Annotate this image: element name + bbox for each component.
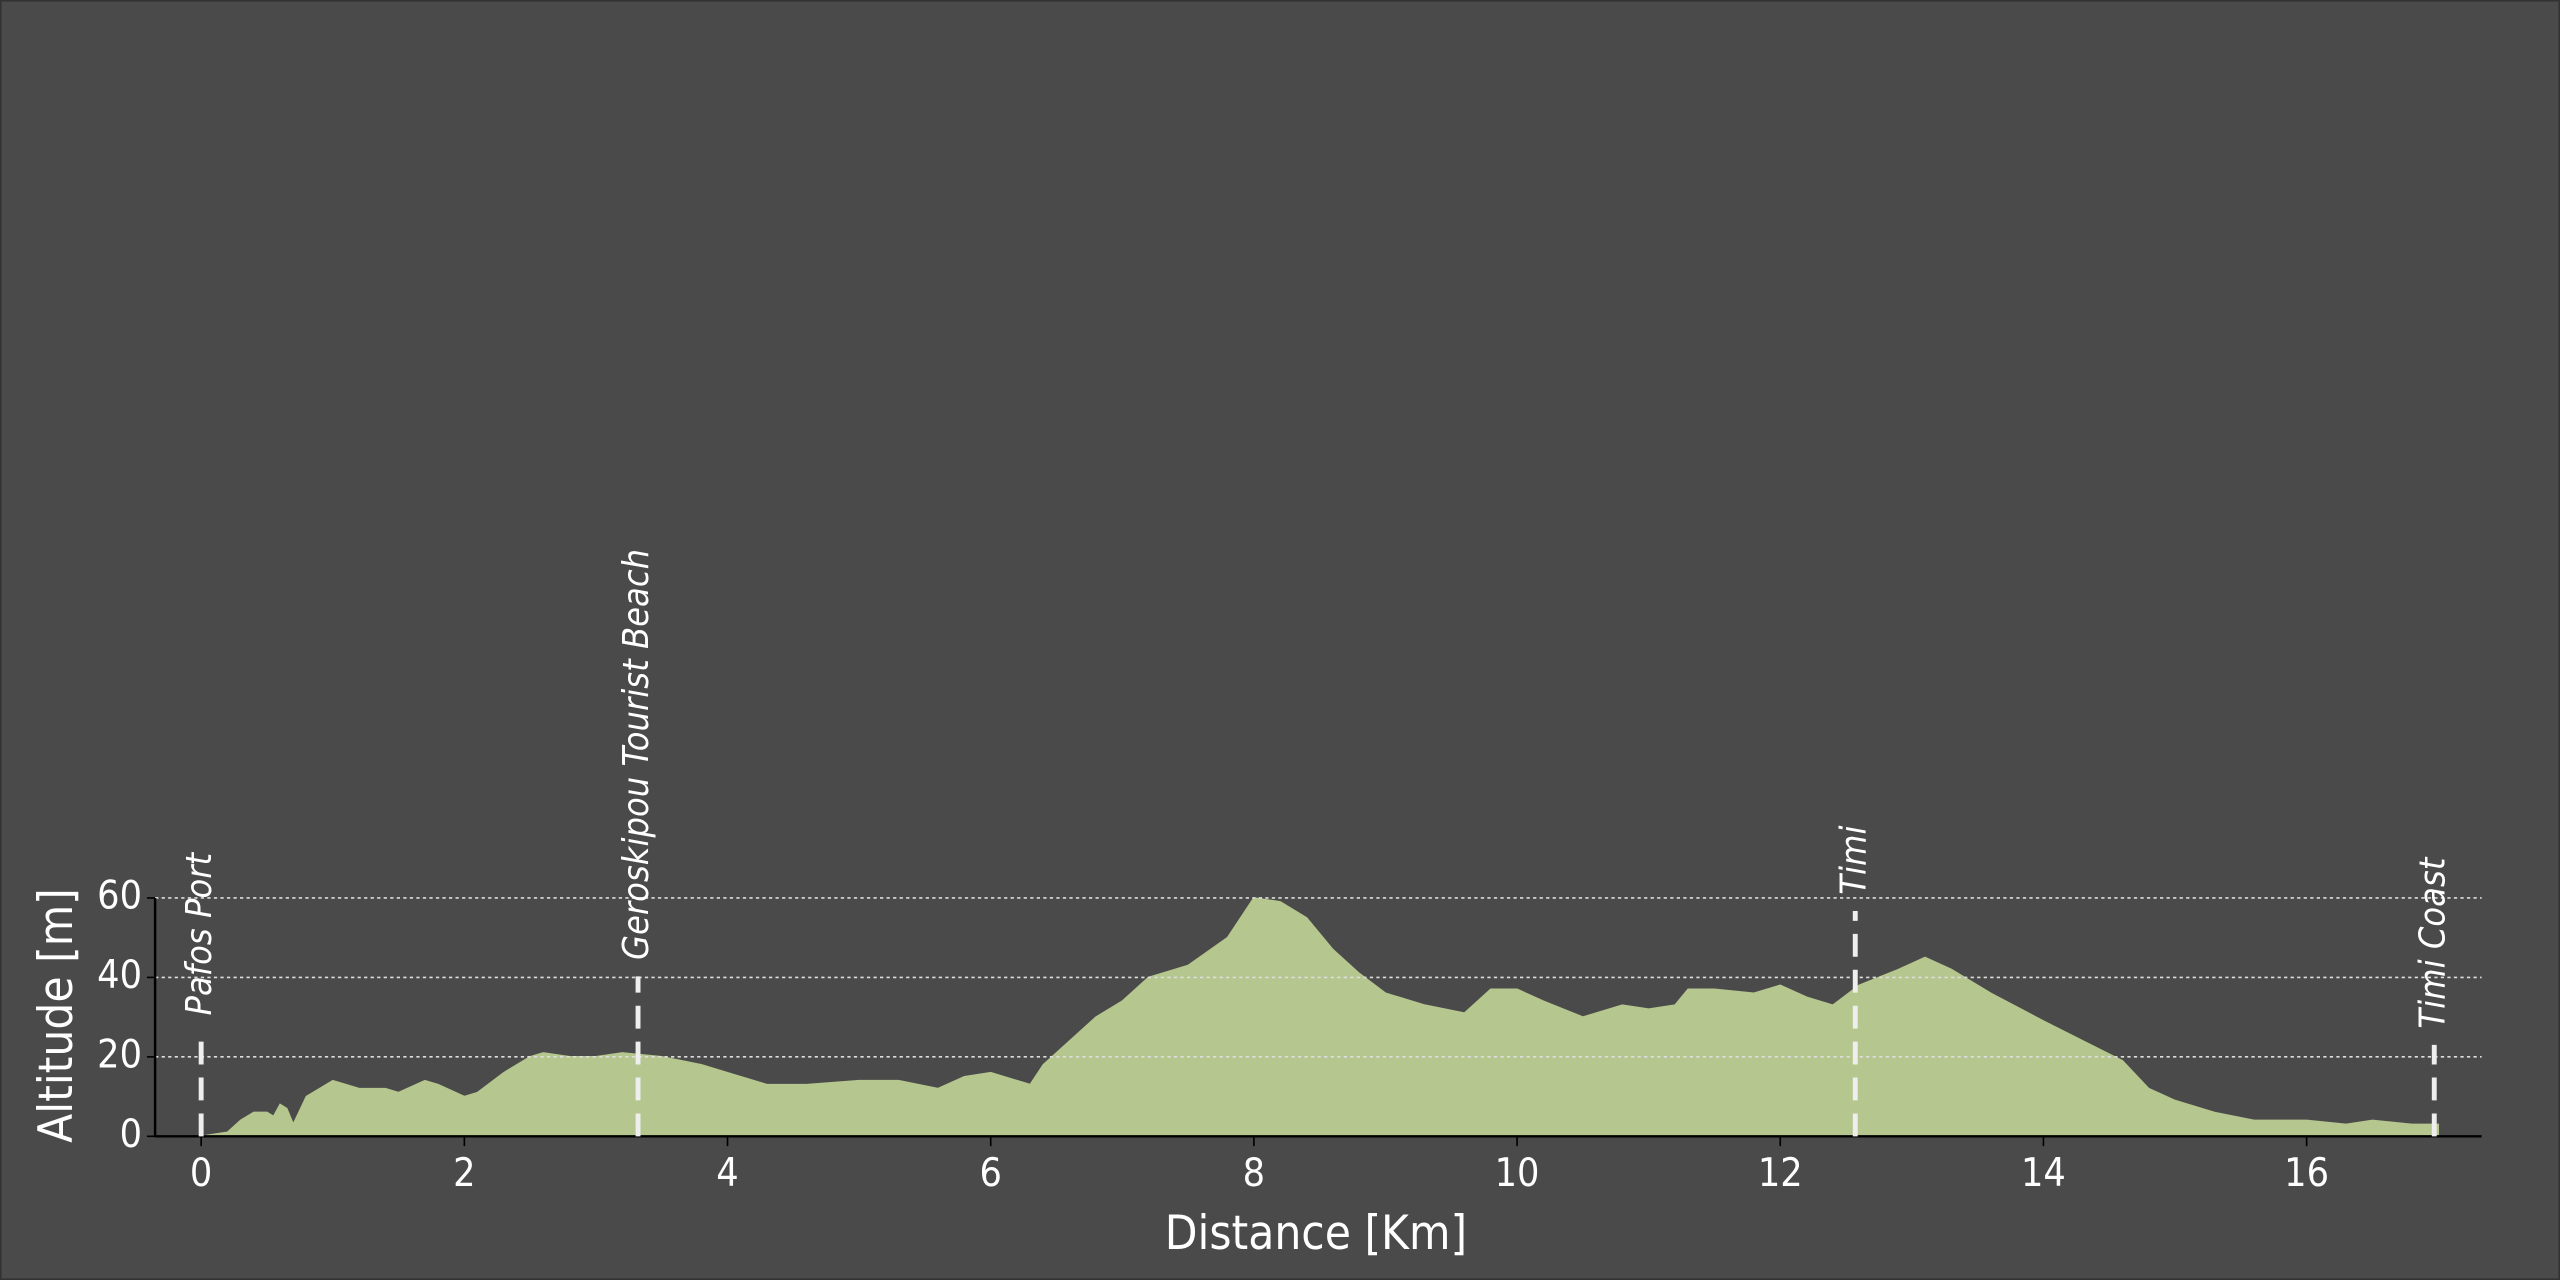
- y-tick-label: 60: [97, 873, 142, 918]
- x-tick-label: 8: [1243, 1151, 1265, 1196]
- x-tick-label: 12: [1758, 1151, 1803, 1196]
- x-tick-label: 16: [2284, 1151, 2329, 1196]
- x-tick-label: 6: [979, 1151, 1001, 1196]
- y-tick-label: 40: [97, 953, 142, 998]
- waypoint-label: Timi: [1833, 826, 1874, 895]
- elevation-area: [201, 897, 2440, 1138]
- x-tick-label: 0: [190, 1151, 212, 1196]
- x-tick-label: 2: [453, 1151, 475, 1196]
- x-tick-label: 10: [1495, 1151, 1540, 1196]
- waypoint-label: Timi Coast: [2412, 856, 2453, 1028]
- y-axis-title: Altitude [m]: [29, 888, 84, 1143]
- x-axis-title: Distance [Km]: [1165, 1206, 1467, 1261]
- y-tick-label: 0: [120, 1112, 142, 1157]
- y-tick-label: 20: [97, 1032, 142, 1077]
- waypoint-label: Geroskipou Tourist Beach: [616, 549, 657, 960]
- x-tick-label: 14: [2021, 1151, 2066, 1196]
- waypoint-label: Pafos Port: [179, 852, 220, 1016]
- x-tick-label: 4: [716, 1151, 738, 1196]
